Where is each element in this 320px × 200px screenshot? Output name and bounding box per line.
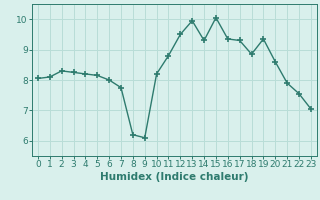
X-axis label: Humidex (Indice chaleur): Humidex (Indice chaleur) [100,172,249,182]
